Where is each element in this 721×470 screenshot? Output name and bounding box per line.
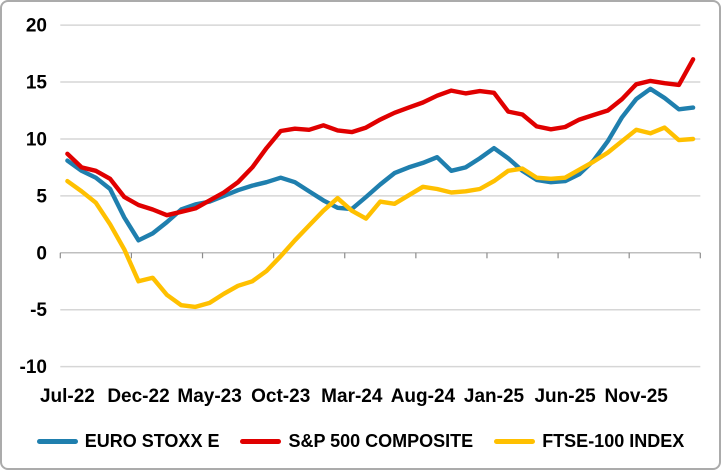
legend-swatch-sp-500-composite [240,438,282,444]
x-axis-label: Jul-22 [40,386,95,407]
y-axis-label: 0 [36,243,47,264]
series-line-sp-500-composite [65,57,696,218]
legend-item-sp-500-composite: S&P 500 COMPOSITE [240,431,473,452]
x-axis-label: Mar-24 [321,386,383,407]
y-axis-label: -5 [30,300,47,321]
chart-legend: EURO STOXX E S&P 500 COMPOSITE FTSE-100 IN… [2,426,719,456]
legend-item-euro-stoxx-e: EURO STOXX E [36,430,220,452]
x-axis-label: Aug-24 [391,386,456,407]
chart-canvas: 20 15 10 5 0 -5 -10 Jul-22 Dec-22 May-23 Oct-23 Mar… [20,16,701,407]
y-axis-label: 5 [36,186,47,207]
y-axis-label: 20 [26,16,47,37]
x-axis-label: May-23 [177,386,241,407]
x-axis-label: Oct-23 [251,386,310,407]
legend-label-euro-stoxx-e: EURO STOXX E [84,430,220,451]
series-line-ftse-100-index [65,125,696,310]
y-axis-label: 15 [26,73,48,94]
legend-swatch-euro-stoxx-e [36,438,78,444]
x-axis-label: Nov-25 [605,386,669,407]
y-axis-label: 10 [26,129,47,150]
y-axis-label: -10 [20,357,47,378]
legend-label-sp-500-composite: S&P 500 COMPOSITE [288,430,474,451]
x-axis-label: Jun-25 [534,386,596,407]
x-axis-label: Dec-22 [107,386,169,407]
legend-label-ftse-100-index: FTSE-100 INDEX [542,430,685,451]
x-axis-label: Jan-25 [464,386,525,407]
legend-item-ftse-100-index: FTSE-100 INDEX [494,431,684,452]
legend-swatch-ftse-100-index [494,438,536,444]
